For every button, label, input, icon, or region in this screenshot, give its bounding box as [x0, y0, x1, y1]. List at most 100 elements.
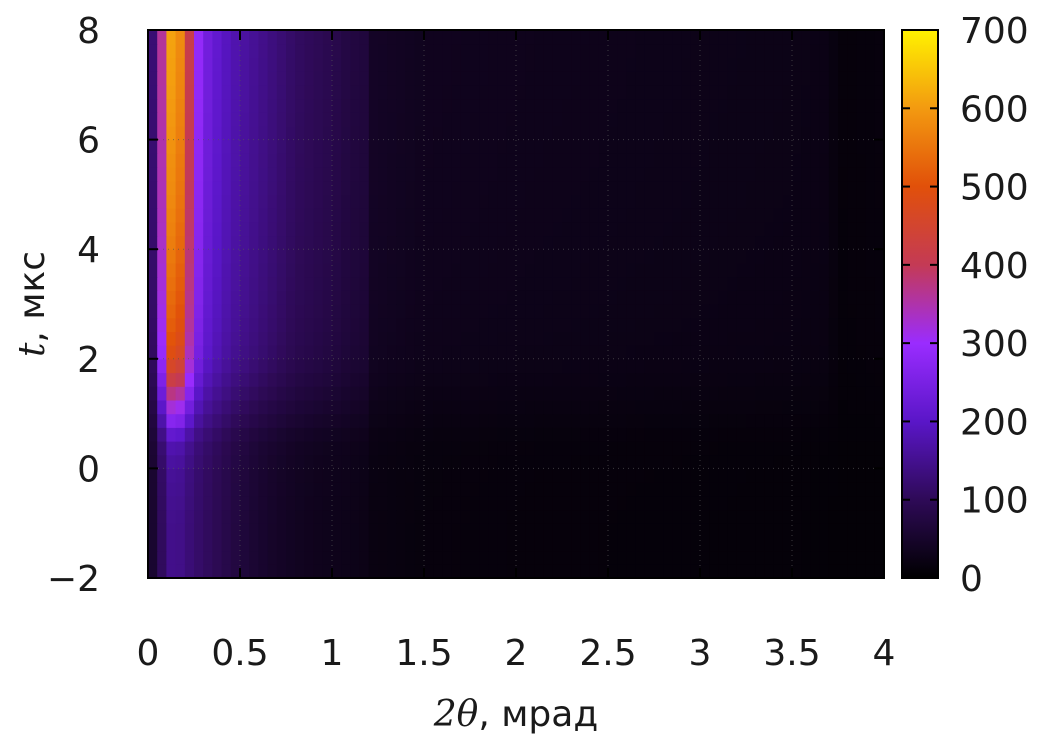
heatmap-cell	[424, 208, 434, 223]
heatmap-cell	[562, 304, 572, 319]
heatmap-cell	[700, 331, 710, 346]
heatmap-cell	[295, 290, 305, 305]
heatmap-cell	[663, 71, 673, 86]
heatmap-cell	[460, 441, 471, 456]
heatmap-cell	[194, 167, 204, 182]
heatmap-cell	[350, 112, 361, 127]
heatmap-cell	[479, 98, 489, 113]
heatmap-cell	[442, 304, 453, 319]
heatmap-cell	[847, 441, 857, 456]
heatmap-cell	[764, 43, 775, 58]
heatmap-cell	[341, 550, 351, 565]
heatmap-cell	[221, 194, 232, 209]
heatmap-cell	[157, 304, 167, 319]
heatmap-cell	[644, 153, 655, 168]
heatmap-cell	[497, 71, 508, 86]
heatmap-cell	[295, 564, 305, 578]
heatmap-cell	[194, 386, 204, 401]
heatmap-cell	[322, 399, 333, 415]
heatmap-cell	[525, 386, 535, 401]
heatmap-cell	[506, 194, 517, 209]
heatmap-cell	[258, 482, 269, 497]
heatmap-cell	[552, 57, 563, 72]
heatmap-cell	[580, 57, 591, 72]
heatmap-cell	[221, 221, 232, 237]
heatmap-cell	[534, 153, 545, 168]
heatmap-cell	[184, 468, 195, 483]
heatmap-cell	[433, 413, 443, 428]
heatmap-cell	[276, 262, 287, 278]
heatmap-cell	[571, 276, 581, 291]
heatmap-cell	[690, 331, 701, 346]
heatmap-cell	[727, 372, 738, 387]
heatmap-cell	[175, 221, 186, 237]
heatmap-cell	[295, 153, 305, 168]
heatmap-cell	[203, 509, 213, 524]
heatmap-cell	[598, 468, 609, 483]
heatmap-cell	[773, 331, 784, 346]
heatmap-cell	[534, 413, 545, 428]
heatmap-cell	[451, 372, 462, 387]
heatmap-cell	[516, 276, 526, 291]
heatmap-cell	[847, 84, 857, 100]
heatmap-cell	[479, 30, 489, 45]
heatmap-cell	[773, 495, 784, 511]
heatmap-cell	[424, 112, 434, 127]
heatmap-cell	[773, 468, 784, 483]
heatmap-cell	[497, 564, 508, 578]
heatmap-cell	[378, 454, 388, 469]
heatmap-cell	[230, 43, 241, 58]
heatmap-cell	[304, 331, 315, 346]
heatmap-cell	[589, 276, 600, 291]
heatmap-cell	[801, 372, 811, 387]
heatmap-cell	[203, 536, 213, 552]
heatmap-cell	[414, 71, 425, 86]
heatmap-cell	[773, 112, 784, 127]
heatmap-cell	[414, 180, 425, 195]
heatmap-cell	[350, 345, 361, 360]
heatmap-cell	[322, 550, 333, 565]
heatmap-cell	[644, 468, 655, 483]
heatmap-cell	[497, 317, 508, 332]
heatmap-cell	[690, 345, 701, 360]
heatmap-cell	[203, 180, 213, 195]
heatmap-cell	[479, 125, 489, 141]
heatmap-cell	[543, 98, 554, 113]
heatmap-cell	[396, 482, 407, 497]
heatmap-cell	[617, 468, 627, 483]
heatmap-cell	[755, 221, 765, 237]
heatmap-cell	[442, 495, 453, 511]
heatmap-cell	[157, 235, 167, 250]
heatmap-cell	[166, 262, 177, 278]
heatmap-cell	[865, 386, 876, 401]
heatmap-cell	[598, 317, 609, 332]
heatmap-cell	[479, 482, 489, 497]
heatmap-cell	[194, 345, 204, 360]
heatmap-cell	[258, 495, 269, 511]
heatmap-cell	[792, 372, 802, 387]
heatmap-cell	[506, 399, 517, 415]
heatmap-cell	[847, 125, 857, 141]
heatmap-cell	[276, 235, 287, 250]
heatmap-cell	[746, 358, 756, 374]
heatmap-cell	[819, 345, 830, 360]
heatmap-cell	[773, 345, 784, 360]
heatmap-cell	[819, 125, 830, 141]
heatmap-cell	[148, 167, 158, 182]
heatmap-cell	[589, 208, 600, 223]
heatmap-cell	[755, 71, 765, 86]
heatmap-cell	[378, 399, 388, 415]
heatmap-cell	[414, 550, 425, 565]
heatmap-cell	[782, 441, 793, 456]
heatmap-cell	[810, 125, 821, 141]
heatmap-cell	[212, 413, 223, 428]
heatmap-cell	[690, 441, 701, 456]
heatmap-cell	[194, 262, 204, 278]
heatmap-cell	[718, 125, 729, 141]
heatmap-cell	[856, 317, 867, 332]
heatmap-cell	[700, 139, 710, 154]
heatmap-cell	[175, 153, 186, 168]
heatmap-cell	[405, 495, 416, 511]
heatmap-cell	[322, 194, 333, 209]
heatmap-cell	[755, 399, 765, 415]
